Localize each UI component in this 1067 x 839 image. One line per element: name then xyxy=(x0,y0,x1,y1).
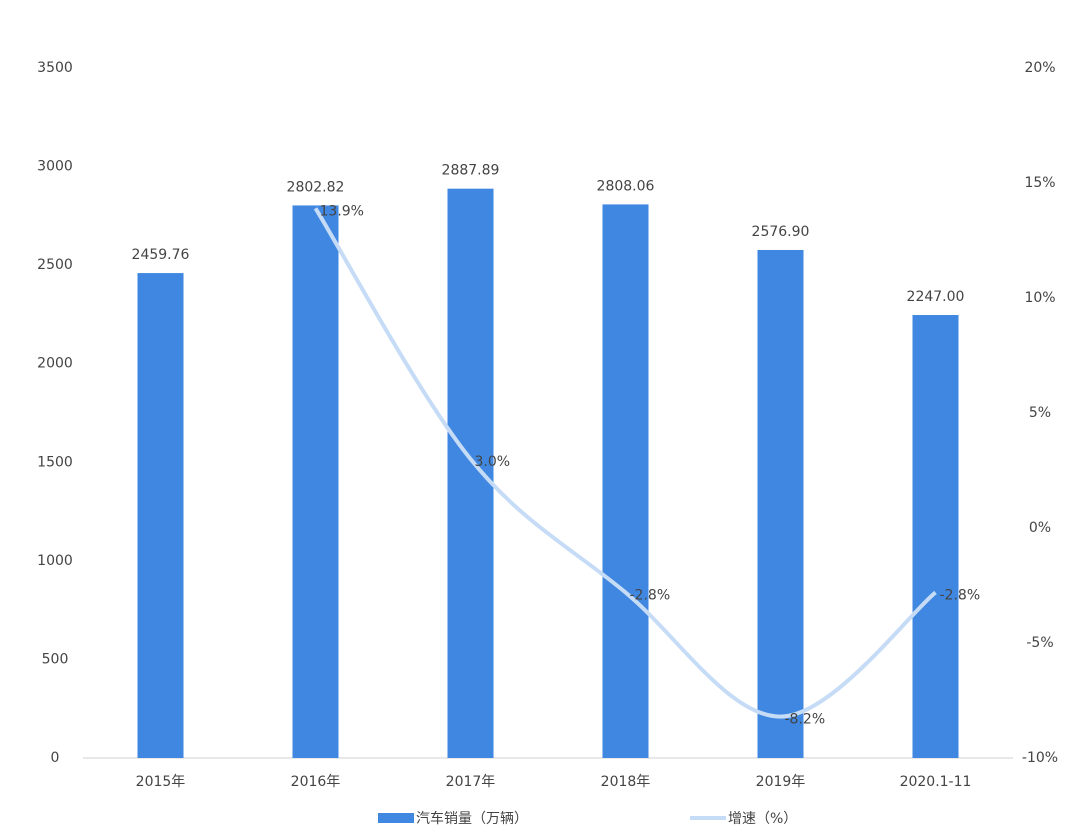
bar-value-label: 2247.00 xyxy=(907,289,965,305)
y2-tick-label: 20% xyxy=(1024,60,1055,76)
line-value-label: -2.8% xyxy=(630,587,671,603)
y2-tick-label: -10% xyxy=(1022,750,1058,766)
bar-value-label: 2576.90 xyxy=(752,224,810,240)
line xyxy=(313,207,937,719)
y-tick-label: 3500 xyxy=(37,60,73,76)
bar-value-label: 2802.82 xyxy=(287,179,345,195)
line-value-label: -2.8% xyxy=(940,587,981,603)
bar-value-label: 2887.89 xyxy=(442,163,500,179)
bar-value-label: 2808.06 xyxy=(597,178,655,194)
line-value-label: -8.2% xyxy=(785,712,826,728)
y2-tick-label: -5% xyxy=(1026,635,1053,651)
x-tick-label: 2015年 xyxy=(136,774,186,790)
x-tick-label: 2019年 xyxy=(756,774,806,790)
x-tick-label: 2020.1-11 xyxy=(900,774,972,790)
y-tick-label: 3000 xyxy=(37,159,73,175)
y-tick-label: 1000 xyxy=(37,553,73,569)
bar xyxy=(292,205,339,758)
y2-tick-label: 10% xyxy=(1024,290,1055,306)
line-value-label: 13.9% xyxy=(320,203,364,219)
bar xyxy=(602,204,649,759)
legend-label: 增速（%） xyxy=(728,811,797,827)
line-value-label: 3.0% xyxy=(475,454,511,470)
legend-swatch xyxy=(378,813,414,823)
legend-label: 汽车销量（万辆） xyxy=(416,810,528,827)
y-tick-label: 2000 xyxy=(37,356,73,372)
bar xyxy=(912,315,959,758)
bar xyxy=(447,188,494,759)
x-tick-label: 2017年 xyxy=(446,774,496,790)
x-tick-label: 2016年 xyxy=(291,774,341,790)
bar-value-label: 2459.76 xyxy=(132,247,190,263)
bar xyxy=(757,249,804,758)
y2-tick-label: 0% xyxy=(1029,520,1051,536)
y-tick-label: 0 xyxy=(51,750,60,766)
x-tick-label: 2018年 xyxy=(601,774,651,790)
bar xyxy=(137,273,184,758)
y2-tick-label: 15% xyxy=(1024,175,1055,191)
y2-tick-label: 5% xyxy=(1029,405,1051,421)
y-tick-label: 500 xyxy=(42,651,69,667)
y-tick-label: 1500 xyxy=(37,454,73,470)
y-tick-label: 2500 xyxy=(37,257,73,273)
